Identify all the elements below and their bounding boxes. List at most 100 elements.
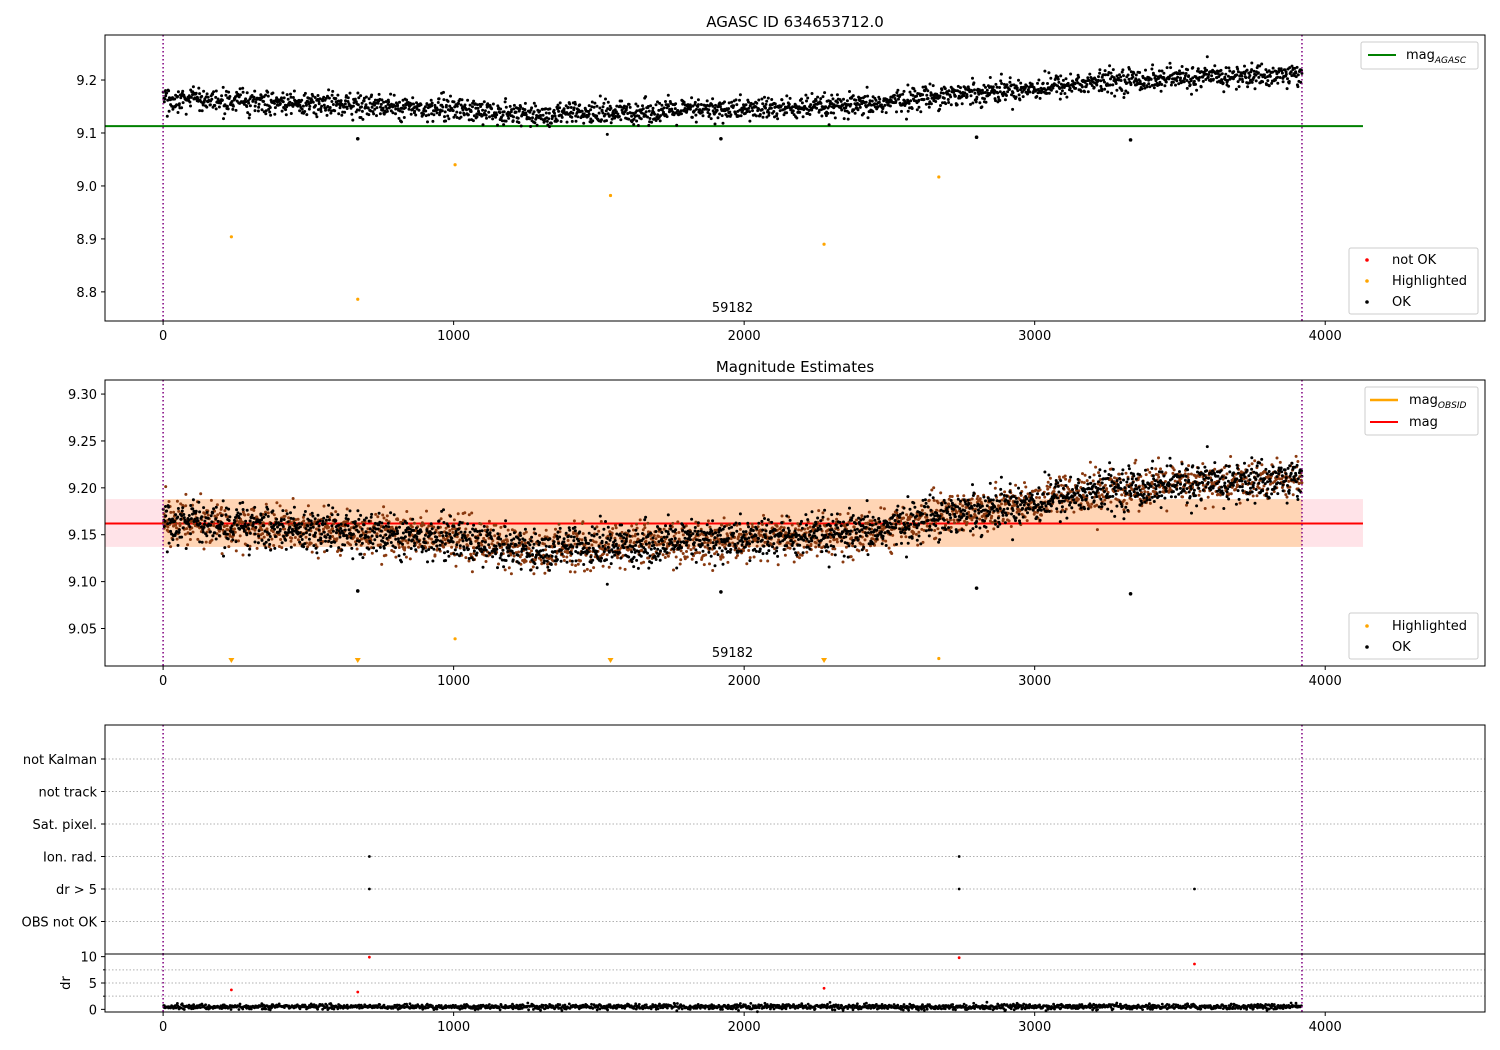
ok-point xyxy=(485,116,488,120)
ok-point xyxy=(688,107,692,111)
ok-point xyxy=(661,553,665,557)
ok-point xyxy=(287,103,291,107)
ok-point xyxy=(482,536,486,540)
ok-point xyxy=(587,110,591,113)
ok-point xyxy=(705,99,709,103)
ok-point xyxy=(520,540,524,544)
ok-point xyxy=(644,110,648,114)
ok-point xyxy=(446,99,450,103)
ok-point xyxy=(326,94,329,98)
ok-point xyxy=(270,537,274,541)
ok-point xyxy=(587,104,591,108)
ok-point xyxy=(801,115,805,119)
ok-point xyxy=(819,101,823,105)
ok-point xyxy=(222,117,225,121)
ok-point xyxy=(389,92,393,96)
ok-point xyxy=(985,88,989,92)
ok-point xyxy=(275,96,279,100)
ok-point xyxy=(1154,74,1157,78)
ok-point xyxy=(832,111,836,115)
ok-point xyxy=(949,103,953,107)
ok-point xyxy=(926,97,930,100)
ok-point xyxy=(673,107,677,111)
y-tick-label: 9.1 xyxy=(76,127,97,142)
ok-point xyxy=(745,562,749,566)
ok-point xyxy=(925,93,929,97)
ok-point xyxy=(1178,78,1182,82)
ok-point xyxy=(881,105,885,109)
ok-point xyxy=(564,104,568,108)
ok-point xyxy=(893,93,896,97)
ok-point xyxy=(202,89,206,93)
ok-point xyxy=(539,558,543,562)
ok-point xyxy=(227,507,231,511)
ok-point xyxy=(590,543,594,547)
ok-point xyxy=(1250,462,1254,466)
ok-point xyxy=(1205,55,1209,59)
ok-point xyxy=(1157,456,1160,460)
ok-point xyxy=(493,534,497,538)
ok-point xyxy=(362,99,366,103)
ok-point xyxy=(317,100,321,103)
ok-point xyxy=(400,120,403,124)
ok-point xyxy=(865,549,869,552)
ok-point xyxy=(978,101,982,105)
ok-point xyxy=(167,89,171,93)
ok-point xyxy=(1257,486,1261,490)
ok-point xyxy=(214,517,218,521)
ok-point xyxy=(488,115,491,119)
ok-point xyxy=(1028,90,1032,94)
ok-point xyxy=(164,89,167,93)
ok-point xyxy=(685,550,688,553)
ok-point xyxy=(316,94,320,97)
ok-point xyxy=(1108,64,1112,68)
ok-point xyxy=(191,498,195,502)
ok-point xyxy=(703,541,707,544)
ok-point xyxy=(1069,72,1073,76)
ok-point xyxy=(868,99,872,103)
ok-point xyxy=(748,119,752,123)
ok-point xyxy=(593,101,597,105)
ok-point xyxy=(849,555,853,559)
ok-point xyxy=(1185,79,1189,82)
ok-point xyxy=(392,550,396,554)
ok-point xyxy=(1144,68,1147,72)
ok-point xyxy=(342,105,346,109)
ok-point xyxy=(204,540,208,544)
ok-point xyxy=(1287,479,1291,483)
ok-point xyxy=(826,517,830,521)
ok-point xyxy=(559,120,563,123)
ok-point xyxy=(407,545,411,549)
ok-point xyxy=(1063,92,1067,95)
ok-point xyxy=(1248,74,1252,77)
ok-point xyxy=(1229,492,1233,496)
ok-point xyxy=(815,554,819,558)
ok-point xyxy=(285,93,289,97)
ok-point xyxy=(775,112,779,116)
ok-point xyxy=(443,110,447,114)
ok-point xyxy=(1137,82,1141,86)
ok-point xyxy=(496,123,499,127)
ok-point xyxy=(516,116,520,120)
ok-point xyxy=(1171,80,1175,84)
ok-point xyxy=(686,546,690,550)
ok-point xyxy=(737,535,740,539)
ok-point xyxy=(380,98,384,102)
ok-point xyxy=(996,91,1000,95)
ok-point xyxy=(592,105,596,109)
ok-point xyxy=(1152,86,1156,90)
ok-point xyxy=(1198,76,1201,79)
ok-point xyxy=(1060,89,1064,93)
ok-point xyxy=(438,110,442,114)
ok-point xyxy=(629,539,633,543)
ok-point xyxy=(728,523,731,527)
ok-point xyxy=(241,553,245,557)
ok-point xyxy=(1059,74,1063,78)
ok-point xyxy=(455,110,459,114)
ok-point xyxy=(1296,73,1300,77)
ok-point xyxy=(543,119,546,123)
ok-point xyxy=(213,104,217,107)
ok-point xyxy=(1276,75,1280,79)
ok-point xyxy=(693,100,697,104)
ok-point xyxy=(715,108,719,112)
